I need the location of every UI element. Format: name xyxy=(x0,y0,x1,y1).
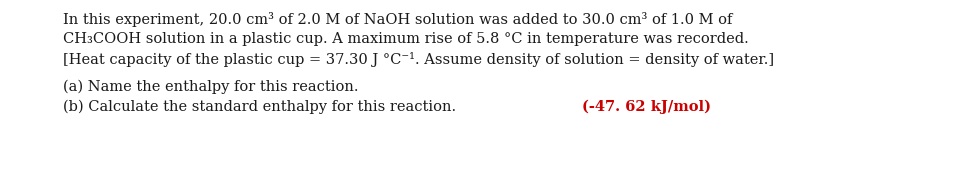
Text: CH₃COOH solution in a plastic cup. A maximum rise of 5.8 °C in temperature was r: CH₃COOH solution in a plastic cup. A max… xyxy=(63,32,748,46)
Text: In this experiment, 20.0 cm³ of 2.0 M of NaOH solution was added to 30.0 cm³ of : In this experiment, 20.0 cm³ of 2.0 M of… xyxy=(63,12,732,27)
Text: (a) Name the enthalpy for this reaction.: (a) Name the enthalpy for this reaction. xyxy=(63,80,359,94)
Text: [Heat capacity of the plastic cup = 37.30 J °C⁻¹. Assume density of solution = d: [Heat capacity of the plastic cup = 37.3… xyxy=(63,52,773,67)
Text: (b) Calculate the standard enthalpy for this reaction.: (b) Calculate the standard enthalpy for … xyxy=(63,100,465,114)
Text: (-47. 62 kJ/mol): (-47. 62 kJ/mol) xyxy=(581,100,710,114)
